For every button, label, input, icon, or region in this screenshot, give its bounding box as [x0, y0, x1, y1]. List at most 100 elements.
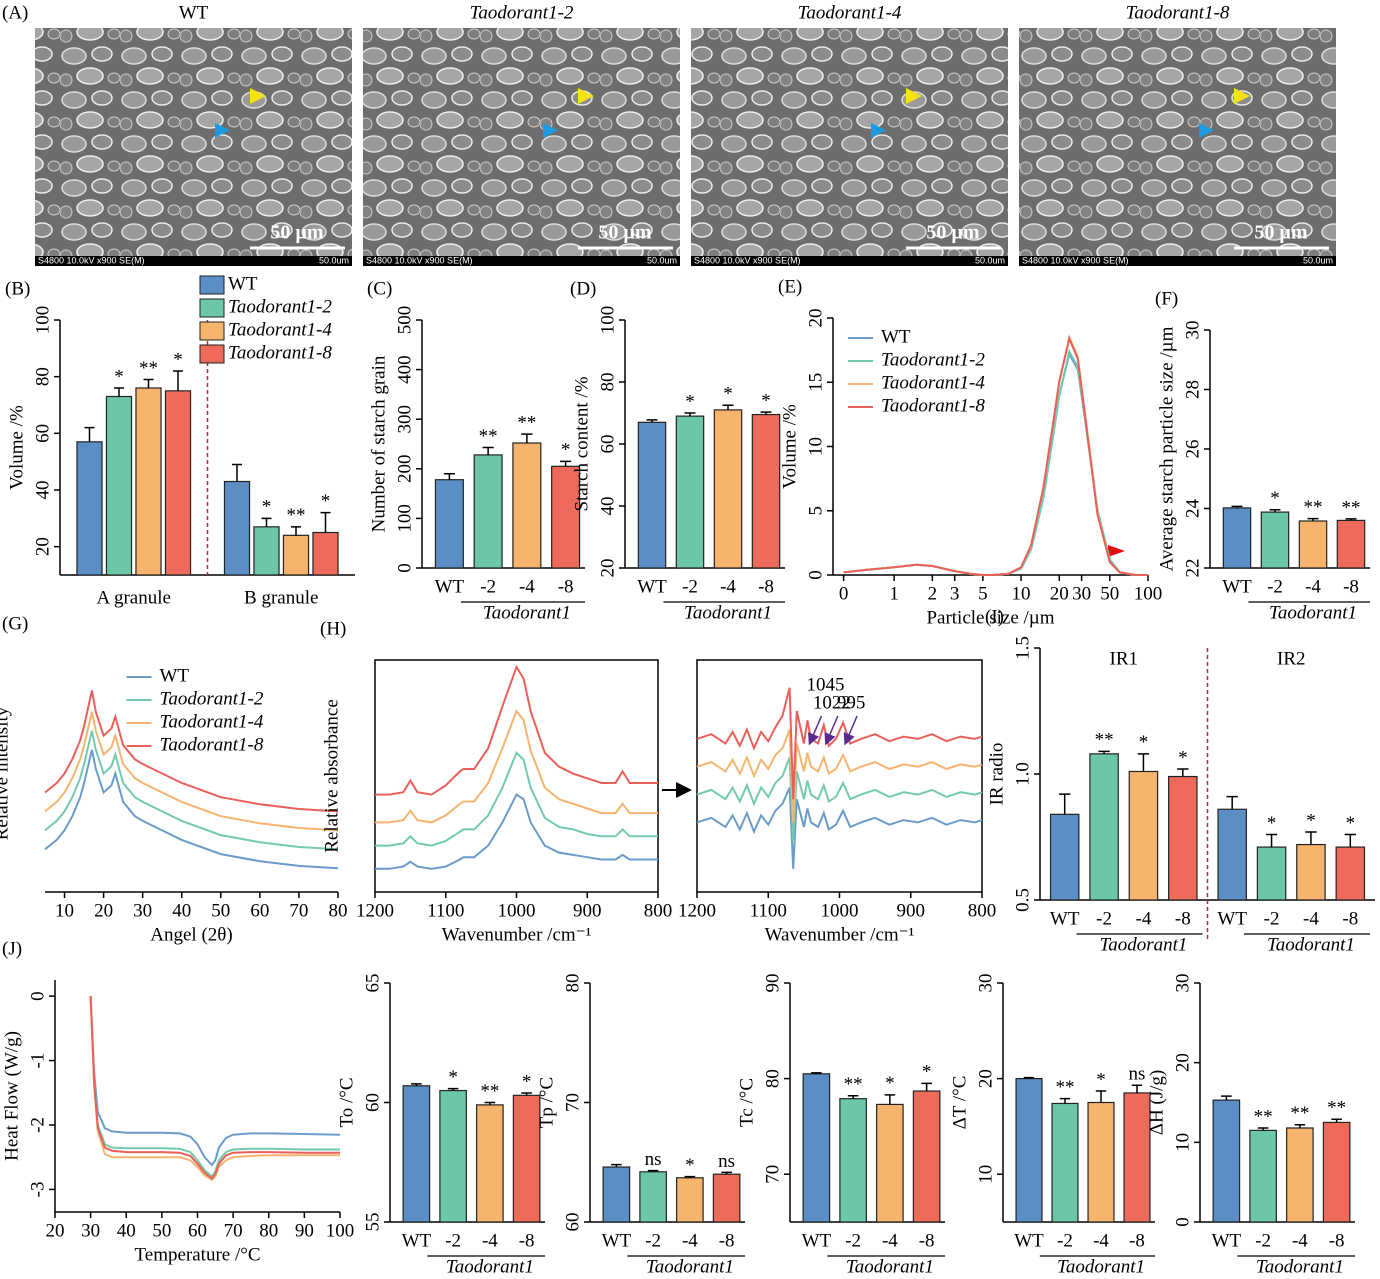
y-tick-label: 60 [597, 435, 618, 454]
line [696, 729, 983, 823]
x-tick-label: -2 [1096, 908, 1112, 929]
x-axis-label: Wavenumber /cm⁻¹ [442, 924, 592, 945]
y-tick-label: 60 [32, 424, 53, 443]
legend-label: Taodorant1-8 [881, 395, 985, 416]
x-tick-label: 60 [250, 900, 269, 921]
y-tick-label: 80 [562, 974, 583, 993]
x-tick-label: -8 [1329, 1230, 1345, 1251]
y-axis-label: To /°C [336, 1077, 357, 1127]
y-tick-label: 300 [394, 405, 415, 434]
scale-label: 50 µm [270, 222, 324, 244]
x-tick-label: -2 [1264, 908, 1280, 929]
scale-label: 50 µm [598, 222, 652, 244]
significance: ** [1095, 730, 1114, 751]
y-tick-label: 5 [805, 506, 826, 516]
marker [250, 88, 266, 104]
error-bar [1226, 795, 1238, 810]
y-tick-label: 70 [762, 1165, 783, 1184]
x-tick-label: -4 [519, 576, 535, 597]
bar [76, 441, 103, 576]
significance: * [1139, 732, 1149, 753]
line [89, 996, 340, 1182]
x-tick-label: -8 [758, 576, 774, 597]
line [375, 708, 658, 824]
y-axis-label: Starch content /% [571, 376, 592, 511]
error-bar [113, 387, 125, 397]
x-tick-label: WT [637, 576, 667, 597]
y-axis-label: Relative intensity [0, 706, 12, 840]
significance: * [1346, 813, 1356, 834]
x-tick-label: -8 [558, 576, 574, 597]
x-tick-label: 800 [644, 900, 673, 921]
significance: ** [517, 412, 536, 433]
error-bar [1269, 508, 1281, 513]
error-bar [84, 426, 95, 442]
info-label: 50.0um [1303, 255, 1333, 265]
x-axis-label: Particle size /µm [926, 607, 1054, 628]
error-bar [1305, 831, 1317, 845]
error-bar [1221, 1095, 1232, 1101]
x-tick-label: 40 [172, 900, 191, 921]
legend-label: Taodorant1-8 [160, 734, 264, 755]
error-bar [721, 1171, 732, 1175]
bar [476, 1104, 504, 1223]
panel-label: (I) [985, 606, 1004, 627]
x-tick-label: -8 [519, 1230, 535, 1251]
scale-label: 50 µm [926, 222, 980, 244]
sem-image [691, 28, 1008, 266]
error-bar [482, 446, 494, 455]
annotation-arrow [843, 715, 858, 746]
significance: ** [139, 358, 158, 379]
bar [676, 1177, 704, 1223]
x-tick-label: 10 [55, 900, 74, 921]
x-tick-label: WT [802, 1230, 832, 1251]
y-tick-label: 0 [1172, 1217, 1193, 1227]
y-tick-label: 80 [32, 367, 53, 386]
x-tick-label: 20 [94, 900, 113, 921]
x-tick-label: 1000 [498, 900, 536, 921]
y-tick-label: -2 [27, 1117, 48, 1133]
x-tick-label: 0 [839, 583, 849, 604]
legend-label: Taodorant1-4 [881, 372, 985, 393]
x-tick-label: -2 [1057, 1230, 1073, 1251]
x-tick-label: 40 [117, 1220, 136, 1241]
error-bar [1095, 1090, 1107, 1103]
y-tick-label: 55 [362, 1213, 383, 1232]
marker [1199, 123, 1214, 138]
x-tick-label: -4 [682, 1230, 698, 1251]
sem-image [35, 28, 352, 266]
line [89, 996, 340, 1180]
y-axis-label: Volume /% [6, 405, 27, 490]
y-tick-label: 10 [975, 1165, 996, 1184]
error-bar [320, 511, 331, 533]
bar [1089, 753, 1119, 901]
error-bar [684, 412, 696, 417]
x-tick-label: -8 [919, 1230, 935, 1251]
significance: * [1306, 810, 1316, 831]
image-title: Taodorant1-4 [798, 2, 902, 23]
error-bar [1345, 518, 1357, 521]
annotation-arrow [824, 715, 839, 746]
legend-label: Taodorant1-2 [881, 349, 985, 370]
bar [712, 1173, 741, 1223]
annotation-arrow [808, 715, 823, 746]
x-tick-label: WT [1222, 576, 1252, 597]
error-bar [1294, 1124, 1306, 1128]
marker [1108, 545, 1125, 557]
x-tick-label: -8 [1175, 908, 1191, 929]
info-strip [691, 256, 1008, 266]
x-tick-label: WT [602, 1230, 632, 1251]
y-tick-label: 100 [32, 306, 53, 335]
y-tick-label: 0 [805, 570, 826, 580]
x-tick-label: 20 [46, 1220, 65, 1241]
group-label: Taodorant1 [1267, 934, 1355, 955]
y-axis-label: Relative absorbance [321, 699, 342, 853]
significance: * [685, 391, 695, 412]
bar [713, 409, 743, 569]
x-tick-label: 1200 [678, 900, 716, 921]
bar [1217, 808, 1247, 901]
line [44, 711, 339, 832]
y-tick-label: 30 [1182, 321, 1203, 340]
bar [223, 480, 251, 576]
group-label: Taodorant1 [646, 1256, 734, 1277]
